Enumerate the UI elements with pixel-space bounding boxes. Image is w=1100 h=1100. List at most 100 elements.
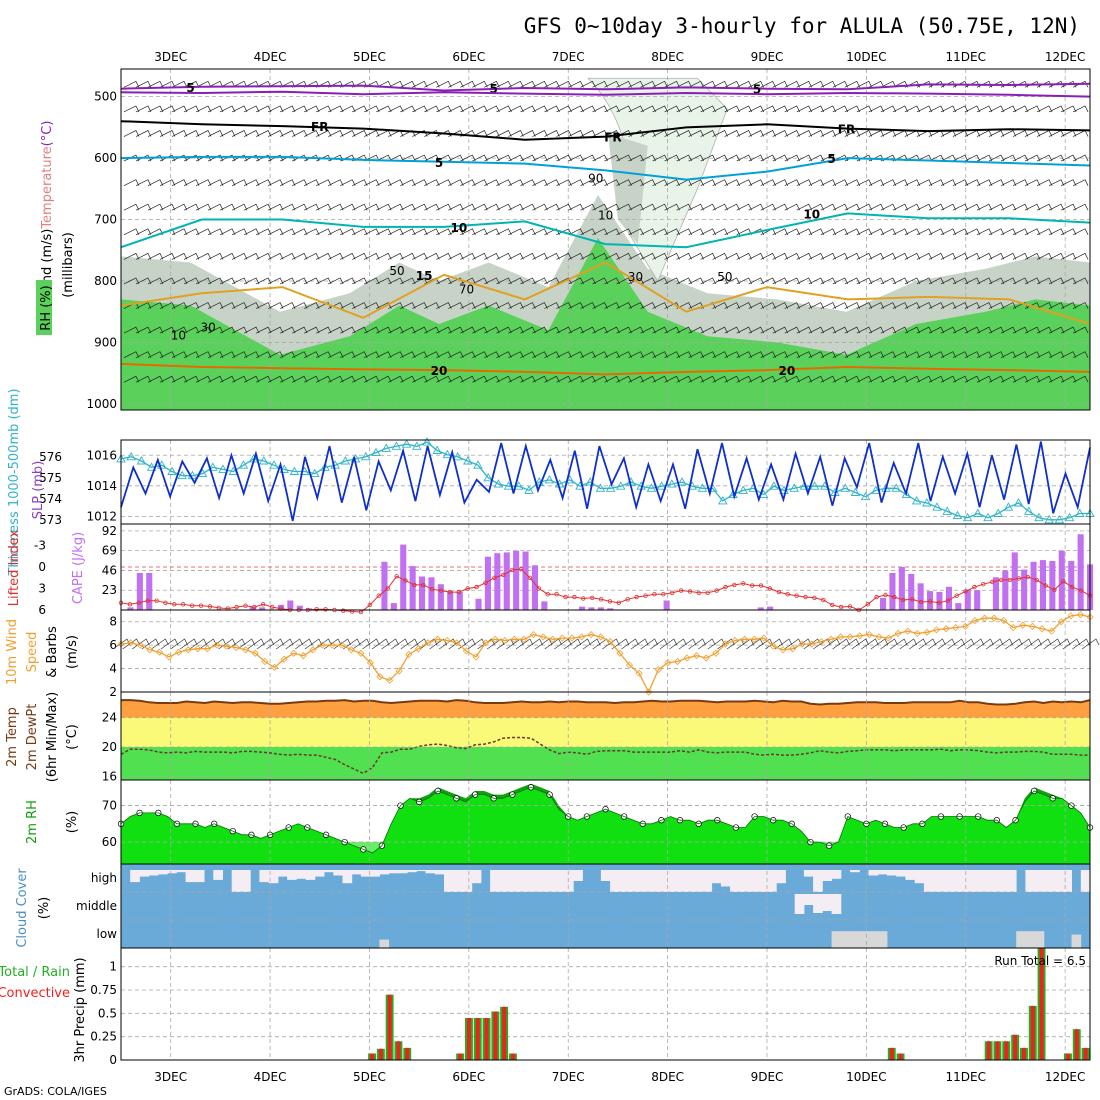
- thickness-point: [962, 512, 973, 522]
- middle-cloud-gap: [831, 894, 842, 914]
- wind-barb: [1048, 105, 1065, 113]
- wind-barb: [592, 277, 608, 285]
- wind-barb: [424, 130, 440, 137]
- wind-barb: [820, 179, 837, 186]
- high-cloud-gap: [1006, 870, 1017, 892]
- wind-barb: [352, 179, 368, 186]
- wind-barb: [604, 203, 620, 211]
- cape-bar: [974, 590, 981, 610]
- wind-barb: [1048, 326, 1065, 334]
- wind-barb: [207, 326, 224, 334]
- wind-barb: [1072, 326, 1089, 334]
- wind-barb: [844, 179, 861, 186]
- lifted-index-point: [421, 582, 426, 588]
- isotherm-label: 20: [779, 364, 796, 378]
- lifted-index-point: [758, 583, 764, 588]
- high-cloud-gap: [351, 870, 362, 875]
- wind-barb: [1072, 105, 1089, 113]
- wind-barb: [328, 351, 344, 359]
- wind-barb: [291, 228, 308, 236]
- lifted-index-point: [536, 586, 541, 591]
- wind-barb: [520, 228, 536, 236]
- lifted-index-point: [483, 580, 488, 585]
- wind-speed-point: [683, 654, 691, 662]
- wind-barb: [868, 228, 885, 236]
- wind-barb: [688, 252, 704, 260]
- isotherm-label: 10: [451, 221, 468, 235]
- high-cloud-gap: [1034, 870, 1045, 892]
- wind-speed-point: [213, 641, 221, 649]
- thickness-point: [503, 481, 514, 490]
- wind-barb: [352, 105, 368, 113]
- wind-barb: [147, 277, 164, 285]
- wind-barb: [700, 105, 716, 113]
- wind-barb: [267, 105, 284, 113]
- wind-barb: [976, 326, 993, 334]
- wind-barb: [676, 203, 692, 211]
- wind-barb: [364, 326, 380, 334]
- wind-barb: [135, 302, 152, 309]
- wind-barb: [171, 203, 188, 211]
- high-cloud-gap: [767, 870, 777, 892]
- wind-barb: [376, 252, 392, 260]
- lifted-index-point: [927, 599, 933, 604]
- wind-barb: [832, 228, 849, 236]
- wind-speed-point: [1028, 622, 1036, 630]
- wind-barb: [207, 154, 224, 162]
- wind-barb: [123, 228, 140, 236]
- wind-barb: [880, 228, 897, 236]
- wind-barb: [199, 638, 217, 650]
- rh-contour-label: 10: [171, 328, 186, 342]
- wind-barb: [436, 105, 452, 113]
- high-cloud-gap: [130, 870, 140, 883]
- wind-barb: [688, 228, 704, 236]
- wind-barb: [183, 105, 200, 113]
- wind-barb: [1000, 375, 1017, 383]
- wind-barb: [580, 130, 596, 137]
- wind-speed-point: [280, 655, 288, 663]
- wind-barb: [844, 130, 861, 137]
- wind-barb: [532, 179, 548, 186]
- thickness-point: [850, 487, 861, 496]
- wind-barb: [477, 638, 495, 650]
- precip-convective-bar: [467, 1018, 471, 1060]
- wind-barb: [700, 228, 716, 236]
- wind-barb: [772, 252, 789, 260]
- wind-barb: [568, 375, 584, 383]
- wind-barb: [467, 638, 486, 650]
- wind-barb: [580, 252, 596, 260]
- wind-barb: [952, 179, 969, 186]
- thickness-point: [1064, 512, 1075, 522]
- lifted-index-axis-label: Lifted Index: [7, 529, 22, 606]
- wind-barb: [496, 638, 515, 650]
- wind-barb: [698, 638, 716, 650]
- wind-speed-point: [405, 650, 413, 659]
- wind-barb: [316, 105, 332, 113]
- wind-barb: [760, 105, 777, 113]
- cape-bar: [607, 608, 614, 610]
- wind-barb: [940, 351, 957, 359]
- wind-barb: [868, 105, 885, 113]
- wind-barb: [388, 203, 404, 211]
- thickness-point: [371, 447, 381, 457]
- wind-barb: [1048, 228, 1065, 236]
- wind-barb: [472, 228, 488, 236]
- wind-barb: [808, 351, 825, 359]
- wind-barb: [472, 277, 488, 285]
- precip-convective-bar: [1074, 1029, 1079, 1060]
- high-cloud-gap: [167, 870, 177, 874]
- wind-barb: [195, 228, 212, 236]
- wind-barb: [508, 302, 524, 309]
- wind-barb: [147, 252, 164, 260]
- wind-barb: [171, 179, 188, 186]
- cape-bar: [437, 584, 444, 610]
- wind-barb: [988, 302, 1005, 309]
- high-cloud-gap: [831, 870, 842, 879]
- wind-barb: [976, 154, 993, 162]
- wind-barb: [195, 351, 212, 359]
- wind-barb: [688, 105, 704, 113]
- wind-barb: [267, 130, 284, 137]
- wind-barb: [688, 179, 704, 186]
- cape-bar: [1049, 561, 1056, 610]
- wind-barb: [844, 326, 861, 334]
